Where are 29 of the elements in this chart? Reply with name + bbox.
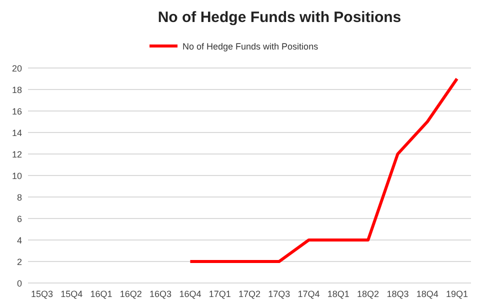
y-tick-label: 12 — [12, 150, 22, 160]
x-tick-label: 17Q3 — [268, 289, 290, 299]
x-tick-label: 16Q1 — [90, 289, 112, 299]
x-tick-label: 16Q2 — [120, 289, 142, 299]
x-tick-label: 15Q4 — [60, 289, 83, 299]
x-tick-label: 16Q4 — [179, 289, 202, 299]
chart-title: No of Hedge Funds with Positions — [158, 9, 402, 26]
y-tick-label: 14 — [12, 128, 22, 138]
x-tick-label: 17Q2 — [238, 289, 261, 299]
x-tick-label: 19Q1 — [446, 289, 468, 299]
legend-label: No of Hedge Funds with Positions — [182, 42, 319, 52]
line-series — [188, 77, 458, 263]
y-tick-label: 10 — [12, 171, 22, 181]
y-tick-label: 18 — [12, 85, 22, 95]
y-tick-label: 4 — [16, 236, 22, 246]
y-tick-label: 0 — [16, 278, 22, 288]
y-tick-label: 16 — [12, 106, 22, 116]
x-tick-label: 18Q3 — [386, 289, 409, 299]
x-tick-label: 16Q3 — [150, 289, 172, 299]
x-tick-label: 18Q2 — [357, 289, 380, 299]
x-tick-label: 15Q3 — [30, 289, 54, 299]
y-tick-label: 2 — [16, 257, 22, 267]
x-tick-label: 17Q1 — [208, 289, 231, 299]
x-tick-label: 17Q4 — [298, 289, 320, 299]
x-tick-label: 18Q4 — [416, 289, 438, 299]
y-tick-label: 8 — [16, 192, 22, 202]
y-tick-label: 6 — [16, 214, 22, 224]
y-tick-label: 20 — [12, 64, 22, 74]
x-tick-label: 18Q1 — [327, 289, 350, 299]
